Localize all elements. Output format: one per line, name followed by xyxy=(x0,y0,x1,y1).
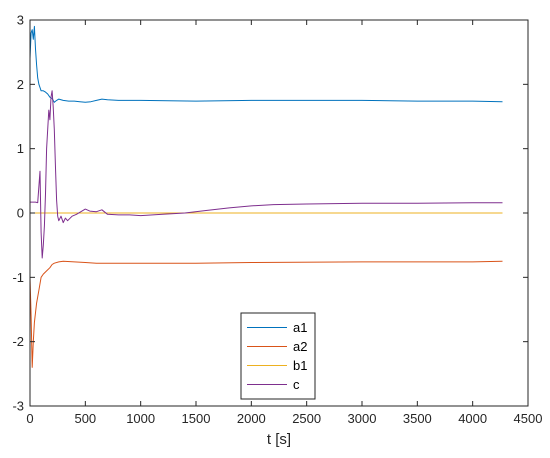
series-layer xyxy=(29,25,503,368)
y-tick-label: -3 xyxy=(12,399,24,414)
legend-label-a1: a1 xyxy=(293,320,307,335)
series-line-a2 xyxy=(29,260,503,368)
x-tick-label: 2000 xyxy=(237,411,266,426)
y-tick-label: 3 xyxy=(17,13,24,28)
x-tick-label: 500 xyxy=(74,411,96,426)
x-tick-label: 1000 xyxy=(126,411,155,426)
y-tick-label: 1 xyxy=(17,141,24,156)
x-tick-label: 4000 xyxy=(458,411,487,426)
series-line-a1 xyxy=(29,25,503,103)
y-tick-label: -2 xyxy=(12,334,24,349)
legend-label-c: c xyxy=(293,377,300,392)
x-tick-label: 4500 xyxy=(514,411,543,426)
y-axis: -3 -2 -1 0 1 2 3 xyxy=(12,13,528,414)
y-tick-label: 2 xyxy=(17,77,24,92)
x-tick-label: 2500 xyxy=(292,411,321,426)
x-tick-label: 3000 xyxy=(348,411,377,426)
x-tick-label: 0 xyxy=(26,411,33,426)
y-tick-label: -1 xyxy=(12,270,24,285)
series-line-c xyxy=(30,90,503,259)
y-tick-label: 0 xyxy=(17,206,24,221)
x-axis: 0 500 1000 1500 2000 2500 3000 3500 4000 4500 xyxy=(26,20,542,426)
x-tick-label: 1500 xyxy=(182,411,211,426)
x-tick-label: 3500 xyxy=(403,411,432,426)
legend: a1 a2 b1 c xyxy=(240,312,316,400)
x-axis-label: t [s] xyxy=(267,431,291,448)
legend-label-b1: b1 xyxy=(293,358,307,373)
legend-label-a2: a2 xyxy=(293,339,307,354)
